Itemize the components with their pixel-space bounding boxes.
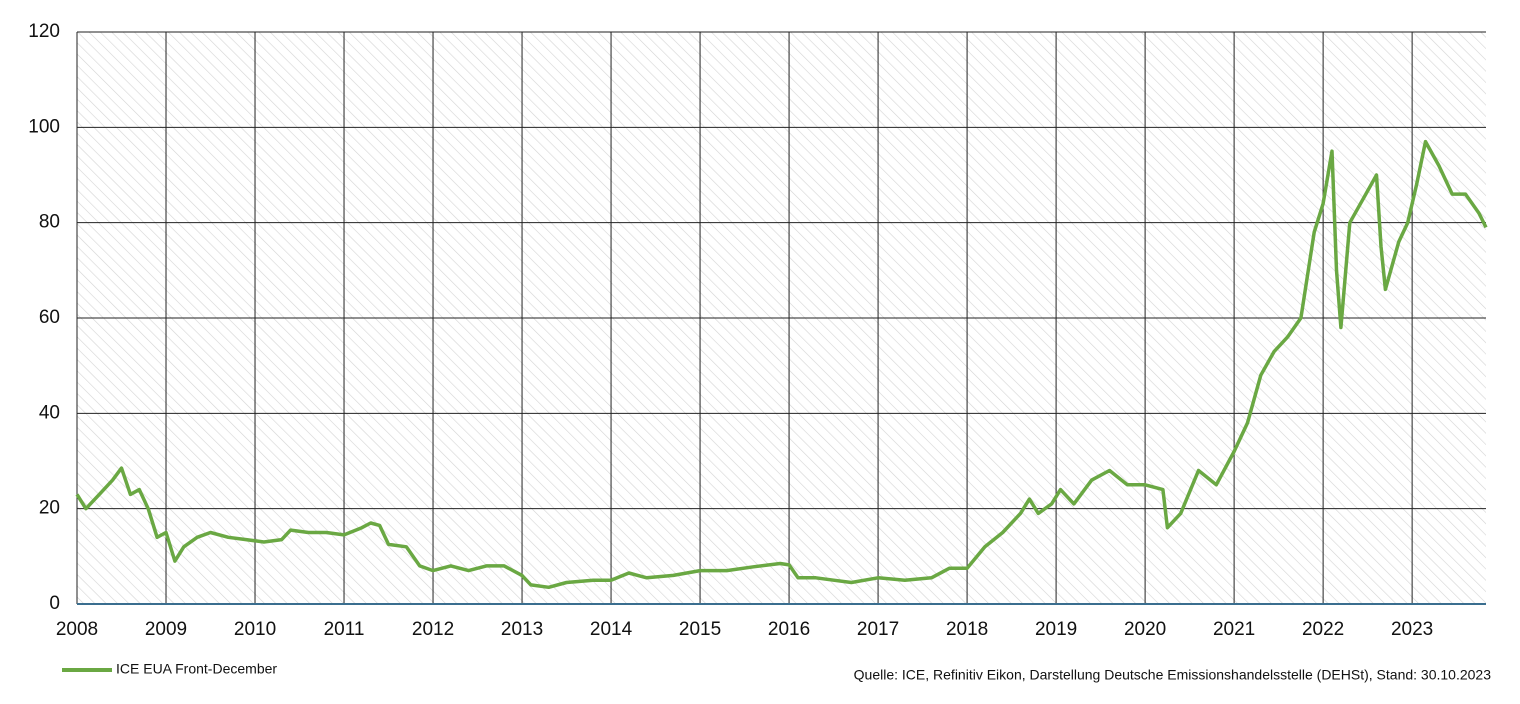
x-tick-label: 2018 [946, 619, 988, 640]
x-tick-label: 2019 [1035, 619, 1077, 640]
source-note: Quelle: ICE, Refinitiv Eikon, Darstellun… [854, 667, 1492, 683]
data-line [75, 139, 1488, 590]
y-tick-label: 80 [39, 212, 60, 233]
x-tick-label: 2011 [324, 619, 365, 640]
x-tick-label: 2022 [1302, 619, 1344, 640]
x-tick-label: 2012 [412, 619, 454, 640]
x-tick-label: 2015 [679, 619, 721, 640]
x-tick-label: 2021 [1213, 619, 1255, 640]
legend-label[interactable]: ICE EUA Front-December [116, 661, 277, 677]
x-tick-label: 2009 [145, 619, 187, 640]
x-tick-label: 2023 [1391, 619, 1433, 640]
y-tick-label: 100 [28, 116, 60, 137]
y-tick-label: 60 [39, 307, 60, 328]
x-tick-label: 2010 [234, 619, 276, 640]
x-tick-label: 2013 [501, 619, 543, 640]
x-tick-label: 2016 [768, 619, 810, 640]
x-tick-label: 2020 [1124, 619, 1166, 640]
y-tick-label: 40 [39, 402, 60, 423]
y-tick-label: 120 [28, 21, 60, 42]
x-tick-label: 2017 [857, 619, 899, 640]
x-tick-label: 2008 [56, 619, 98, 640]
y-tick-label: 0 [49, 593, 60, 614]
y-tick-label: 20 [39, 498, 60, 519]
x-tick-label: 2014 [590, 619, 633, 640]
